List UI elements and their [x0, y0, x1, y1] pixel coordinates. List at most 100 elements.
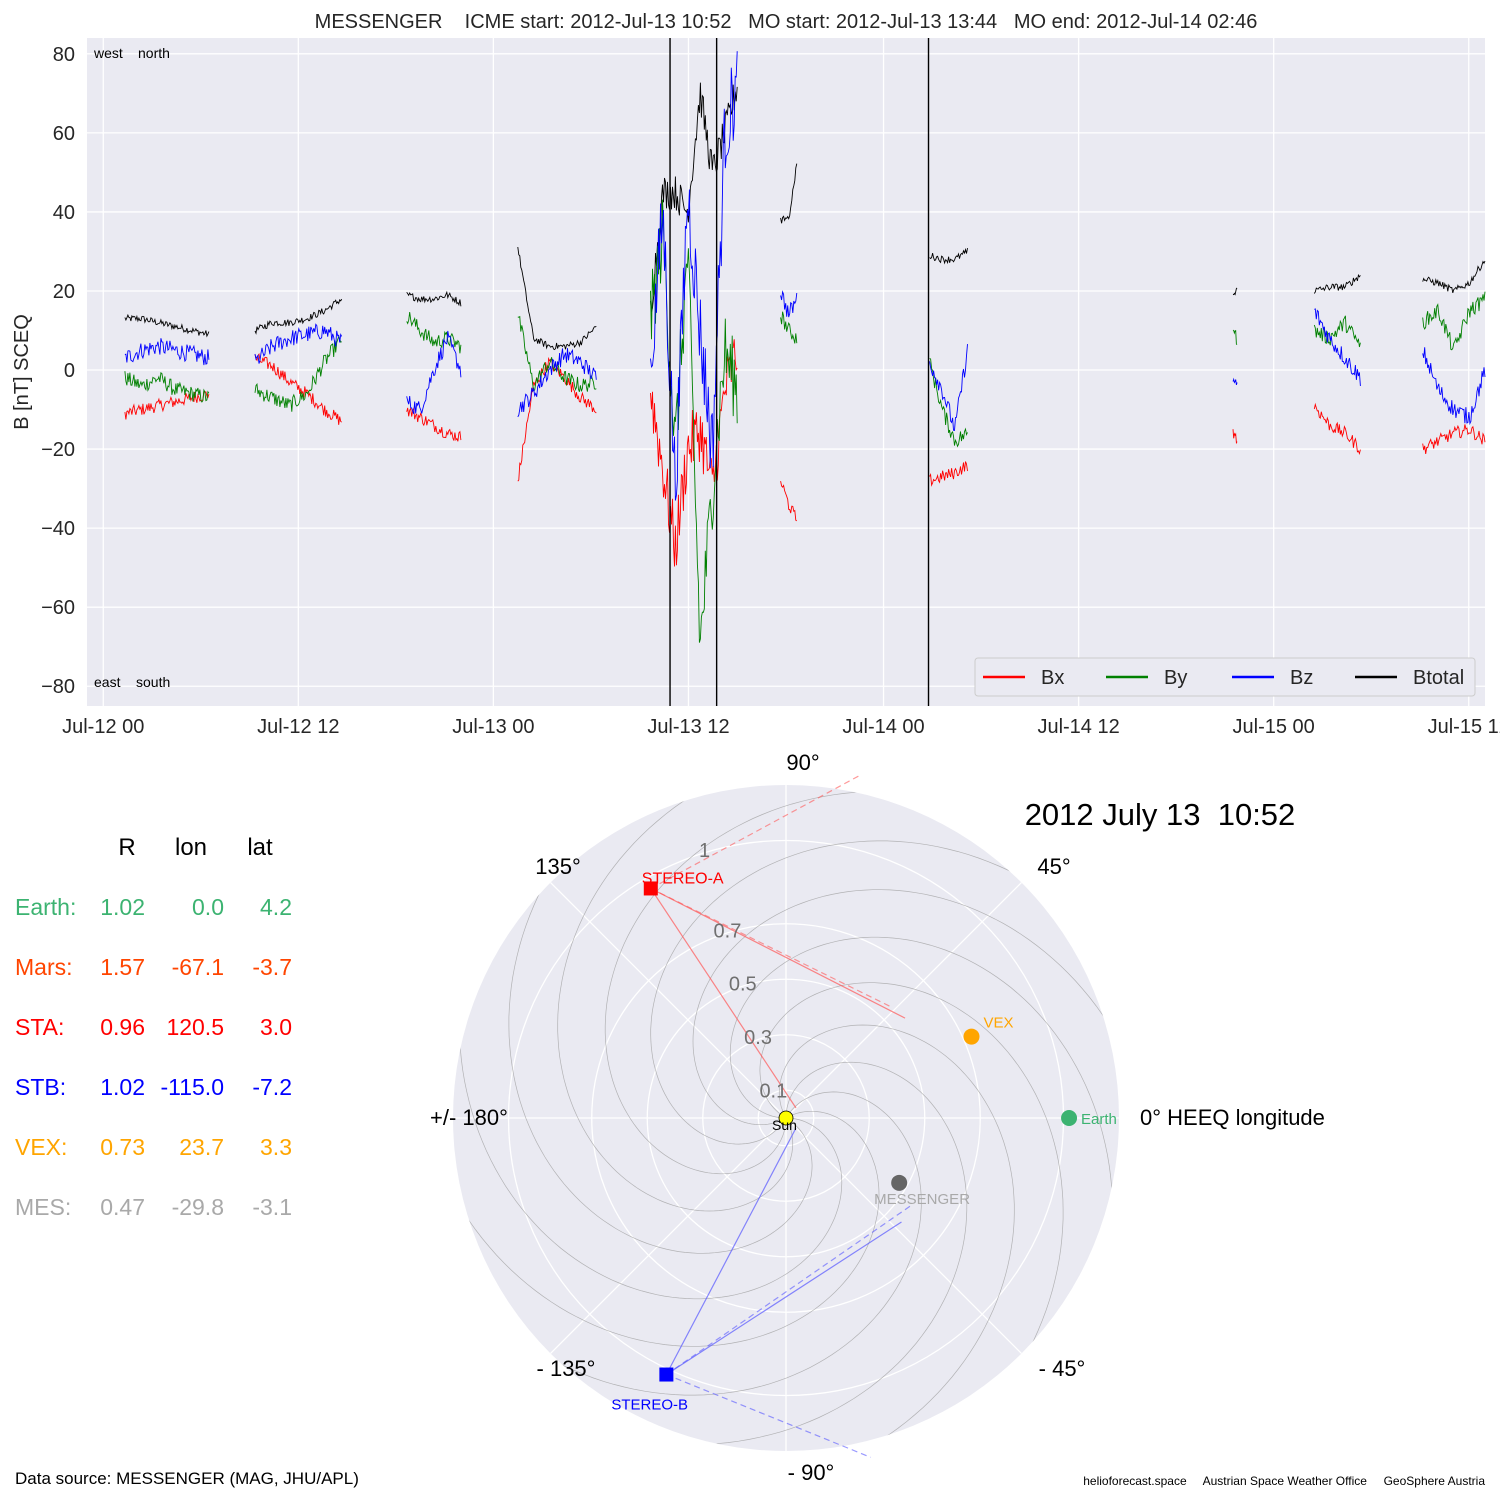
time-series-chart: 80 60 40 20 0 −20 −40 −60 −80 Jul-12 00 Jul-12 12 J…	[11, 11, 1500, 738]
radial-tick-labels: 0.1 0.3 0.5 0.7 1	[699, 840, 787, 1102]
x-tick-label: Jul-13 00	[452, 716, 534, 738]
y-tick-label: 80	[53, 44, 75, 66]
vex-label: VEX	[983, 1015, 1013, 1032]
credits-label: helioforecast.space Austrian Space Weath…	[1083, 1474, 1485, 1488]
column-header-lon: lon	[175, 834, 207, 861]
series-line-btotal	[780, 163, 798, 224]
series-line-by	[1313, 315, 1361, 348]
series-line-bx	[1232, 429, 1238, 445]
row-r-value: 0.47	[100, 1194, 145, 1220]
legend: Bx By Bz Btotal	[974, 657, 1476, 697]
row-lon-value: 0.0	[192, 894, 224, 920]
table-row: Mars: 1.57 -67.1 -3.7	[15, 954, 292, 980]
stereo-a-marker	[643, 881, 658, 896]
series-line-btotal	[650, 82, 738, 313]
series-line-btotal	[254, 298, 343, 335]
series-line-btotal	[1422, 260, 1486, 294]
series-line-by	[780, 311, 798, 344]
series-line-bx	[1313, 402, 1361, 455]
messenger-label: MESSENGER	[874, 1191, 970, 1208]
column-header-r: R	[118, 834, 135, 861]
spacecraft-field-lines	[650, 775, 912, 1458]
date-title: 2012 July 13 10:52	[1025, 797, 1296, 832]
series-line-by	[1422, 291, 1486, 351]
series-line-bz	[780, 290, 798, 318]
table-rows: Earth: 1.02 0.0 4.2 Mars: 1.57 -67.1 -3.7 STA: 0.…	[15, 894, 292, 1220]
series-line-bx	[780, 481, 798, 522]
field-line-solid	[665, 1127, 797, 1375]
table-row: MES: 0.47 -29.8 -3.1	[15, 1194, 292, 1220]
x-tick-label: Jul-15 12	[1428, 716, 1500, 738]
field-line-solid	[650, 888, 797, 1109]
radial-tick-label: 0.5	[729, 974, 757, 996]
stereo-b-label: STEREO-B	[611, 1397, 688, 1414]
vex-marker	[963, 1028, 980, 1045]
angular-gridline	[785, 882, 1022, 1119]
table-row: Earth: 1.02 0.0 4.2	[15, 894, 292, 920]
legend-label-bx: Bx	[1041, 667, 1064, 689]
parker-spiral	[692, 889, 1119, 1438]
event-markers	[669, 38, 930, 706]
y-tick-label: −60	[41, 597, 75, 619]
y-tick-label: 40	[53, 202, 75, 224]
time-series-data	[124, 51, 1486, 643]
angular-gridline	[785, 1117, 1022, 1354]
field-line-dashed	[650, 887, 891, 1007]
stereo-a-label: STEREO-A	[642, 870, 724, 887]
series-line-bz	[406, 330, 462, 414]
row-r-value: 1.02	[100, 1074, 145, 1100]
x-tick-label: Jul-14 12	[1037, 716, 1119, 738]
y-tick-label: −20	[41, 439, 75, 461]
time-series-plot-area	[87, 38, 1485, 706]
series-line-bz	[650, 51, 738, 501]
y-tick-label: 60	[53, 123, 75, 145]
row-lon-value: 23.7	[179, 1134, 224, 1160]
annotation-east: east	[94, 674, 121, 690]
row-lon-value: -29.8	[172, 1194, 224, 1220]
sun-label: Sun	[772, 1117, 797, 1133]
table-row: STA: 0.96 120.5 3.0	[15, 1014, 292, 1040]
angle-label-0: 0° HEEQ longitude	[1140, 1105, 1325, 1130]
y-tick-label: 0	[64, 360, 75, 382]
series-line-btotal	[517, 246, 597, 351]
earth-label: Earth	[1081, 1111, 1117, 1128]
x-tick-label: Jul-12 12	[257, 716, 339, 738]
series-line-by	[124, 371, 210, 403]
row-r-value: 1.57	[100, 954, 145, 980]
row-lon-value: -115.0	[160, 1074, 224, 1100]
row-r-value: 1.02	[100, 894, 145, 920]
x-tick-label: Jul-14 00	[842, 716, 924, 738]
row-label: Earth:	[15, 894, 76, 920]
radial-tick-label: 1	[699, 840, 710, 862]
time-series-ticks: 80 60 40 20 0 −20 −40 −60 −80 Jul-12 00 Jul-12 12 J…	[41, 44, 1500, 738]
x-tick-label: Jul-13 12	[647, 716, 729, 738]
angle-label-135: 135°	[535, 854, 581, 879]
time-series-grid	[87, 38, 1485, 706]
angular-gridline	[550, 882, 787, 1119]
parker-spiral	[453, 798, 880, 1347]
row-label: MES:	[15, 1194, 71, 1220]
x-tick-label: Jul-12 00	[62, 716, 144, 738]
angle-label-45: 45°	[1037, 854, 1070, 879]
table-row: VEX: 0.73 23.7 3.3	[15, 1134, 292, 1160]
y-tick-label: 20	[53, 281, 75, 303]
polar-position-plot: 0.1 0.3 0.5 0.7 1 Sun Earth VEX MESSENGER STEREO…	[430, 750, 1325, 1485]
angle-label-minus-45: - 45°	[1039, 1356, 1086, 1381]
legend-label-btotal: Btotal	[1413, 667, 1464, 689]
planet-markers: Sun Earth VEX MESSENGER STEREO-A STEREO-B	[611, 870, 1117, 1413]
row-lat-value: 4.2	[260, 894, 292, 920]
row-label: Mars:	[15, 954, 73, 980]
annotation-south: south	[136, 674, 170, 690]
radial-tick-label: 0.3	[744, 1027, 772, 1049]
row-lon-value: 120.5	[166, 1014, 224, 1040]
series-line-bz	[929, 344, 968, 431]
row-lon-value: -67.1	[172, 954, 224, 980]
angular-gridline	[550, 1117, 787, 1354]
row-lat-value: 3.0	[260, 1014, 292, 1040]
series-line-bz	[517, 348, 597, 418]
field-line-solid	[650, 887, 906, 1019]
x-tick-label: Jul-15 00	[1233, 716, 1315, 738]
row-r-value: 0.96	[100, 1014, 145, 1040]
series-line-btotal	[1313, 273, 1361, 294]
